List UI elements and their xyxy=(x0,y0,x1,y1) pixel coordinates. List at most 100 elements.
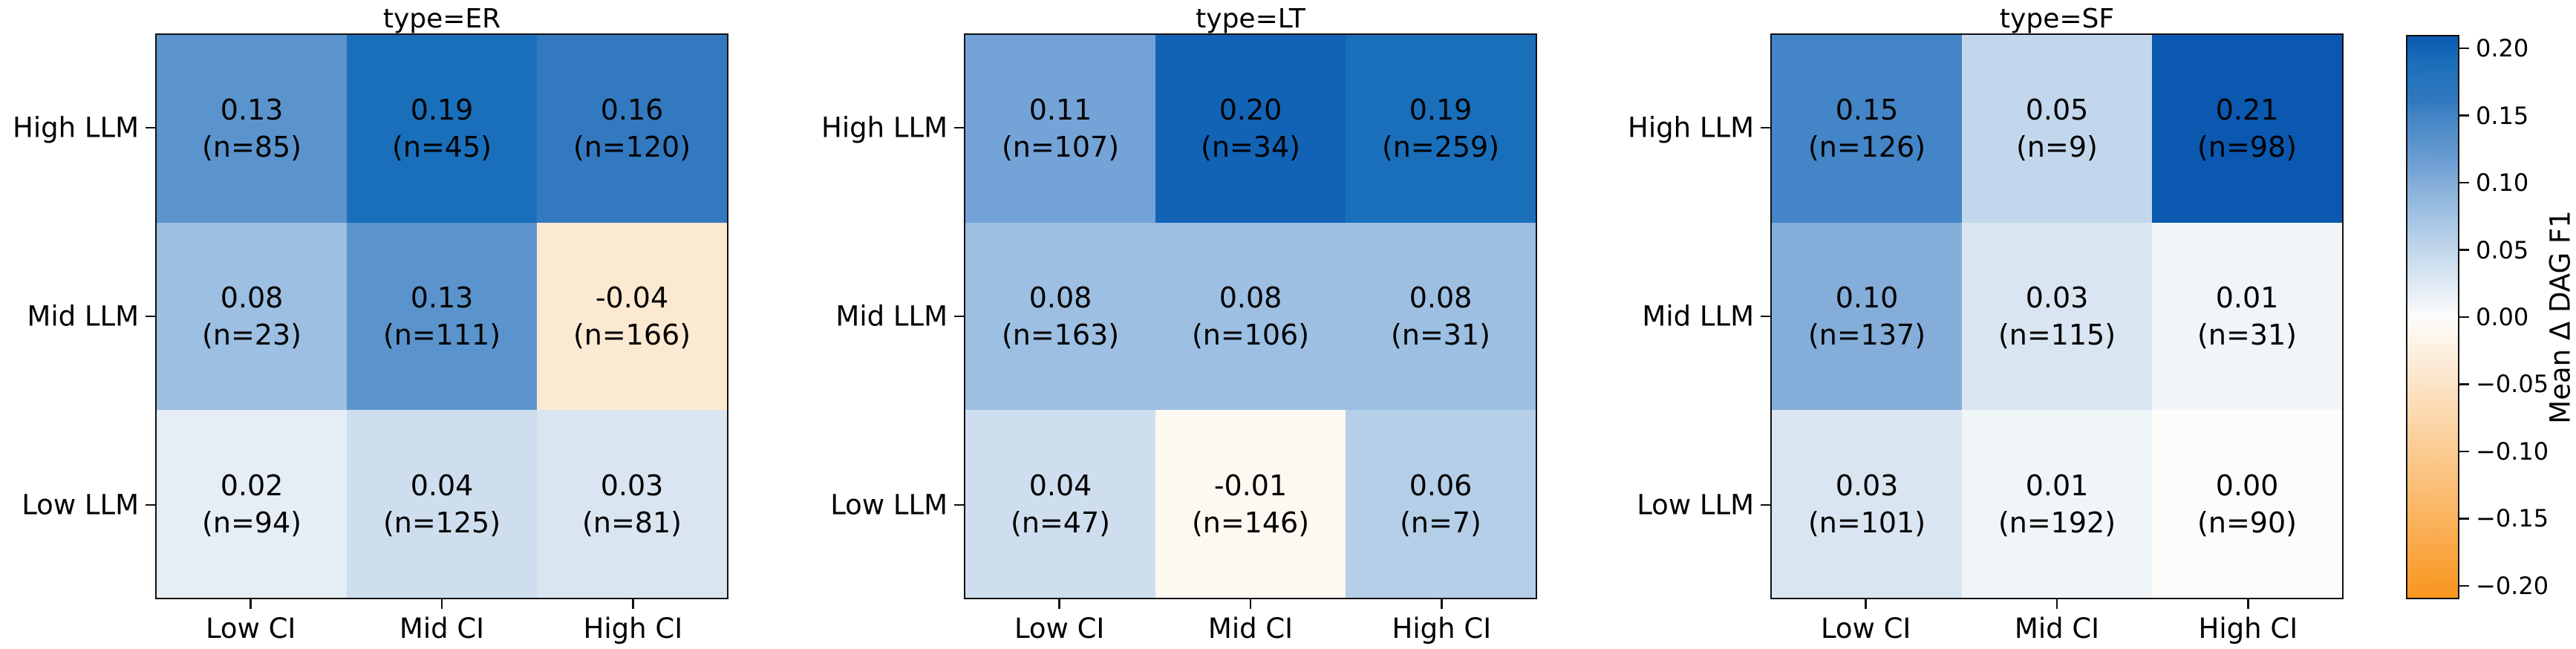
heatmap-cell: 0.08 (n=163) xyxy=(965,222,1155,411)
cell-count: (n=137) xyxy=(1807,318,1926,351)
ytick-mark xyxy=(146,315,155,318)
heatmap-cell: 0.19 (n=45) xyxy=(347,35,537,223)
ytick-mark xyxy=(954,315,964,318)
ytick-label: Low LLM xyxy=(22,489,139,521)
cell-count: (n=115) xyxy=(1998,318,2116,351)
colorbar-tick-mark xyxy=(2459,383,2469,385)
cell-count: (n=7) xyxy=(1400,506,1481,539)
cell-count: (n=107) xyxy=(1001,131,1120,164)
cell-value: 0.03 xyxy=(600,469,664,502)
heatmap-cell: 0.16 (n=120) xyxy=(537,35,727,223)
ytick-label: Low LLM xyxy=(830,489,948,521)
cell-count: (n=47) xyxy=(1011,506,1110,539)
cell-count: (n=125) xyxy=(382,506,501,539)
panel-title-lt: type=LT xyxy=(1196,4,1305,34)
cell-value: 0.08 xyxy=(1409,281,1473,314)
cell-value: 0.06 xyxy=(1409,469,1473,502)
ytick-label: High LLM xyxy=(821,111,948,144)
heatmap-cell: 0.02 (n=94) xyxy=(157,410,347,598)
ytick-mark xyxy=(1761,315,1770,318)
ytick-label: Mid LLM xyxy=(1642,300,1754,333)
heatmap-cell: 0.00 (n=90) xyxy=(2152,410,2342,598)
heatmap-cell: 0.03 (n=81) xyxy=(537,410,727,598)
cell-value: 0.04 xyxy=(410,469,474,502)
cell-count: (n=192) xyxy=(1998,506,2116,539)
xtick-label: Low CI xyxy=(205,613,296,645)
heatmap-cell: 0.13 (n=111) xyxy=(347,222,537,411)
xtick-mark xyxy=(632,599,634,609)
cell-count: (n=120) xyxy=(573,131,691,164)
ytick-label: High LLM xyxy=(1628,111,1754,144)
colorbar-tick-label: 0.15 xyxy=(2476,101,2529,130)
cell-count: (n=166) xyxy=(573,318,691,351)
cell-value: 0.19 xyxy=(1409,94,1473,127)
colorbar-tick-mark xyxy=(2459,181,2469,184)
heatmap-cell: 0.01 (n=31) xyxy=(2152,222,2342,411)
cell-count: (n=101) xyxy=(1807,506,1926,539)
cell-value: 0.11 xyxy=(1028,94,1092,127)
colorbar-axis-label: Mean Δ DAG F1 xyxy=(2544,210,2576,424)
cell-count: (n=31) xyxy=(1391,318,1490,351)
cell-value: 0.20 xyxy=(1219,94,1282,127)
heatmap-cell: 0.13 (n=85) xyxy=(157,35,347,223)
cell-value: 0.16 xyxy=(600,94,664,127)
heatmap-cell: 0.06 (n=7) xyxy=(1346,410,1536,598)
heatmap-cell: -0.04 (n=166) xyxy=(537,222,727,411)
cell-value: 0.01 xyxy=(2025,469,2089,502)
xtick-mark xyxy=(1249,599,1252,609)
cell-count: (n=94) xyxy=(202,506,301,539)
cell-count: (n=9) xyxy=(2016,131,2098,164)
xtick-mark xyxy=(2247,599,2249,609)
colorbar-tick-mark xyxy=(2459,450,2469,453)
xtick-label: High CI xyxy=(1392,613,1492,645)
heatmap-sf: 0.15 (n=126) 0.05 (n=9) 0.21 (n=98) 0.10 (n=137… xyxy=(1770,33,2344,599)
heatmap-cell: 0.03 (n=115) xyxy=(1962,222,2152,411)
ytick-label: Mid LLM xyxy=(835,300,948,333)
cell-value: 0.08 xyxy=(1028,281,1092,314)
cell-count: (n=163) xyxy=(1001,318,1120,351)
cell-count: (n=111) xyxy=(382,318,501,351)
colorbar-tick-label: 0.05 xyxy=(2476,235,2529,264)
cell-count: (n=23) xyxy=(202,318,301,351)
xtick-label: Mid CI xyxy=(399,613,485,645)
cell-count: (n=106) xyxy=(1191,318,1310,351)
cell-count: (n=85) xyxy=(202,131,301,164)
heatmap-cell: 0.20 (n=34) xyxy=(1155,35,1346,223)
xtick-mark xyxy=(1441,599,1443,609)
cell-value: 0.08 xyxy=(220,281,284,314)
cell-value: 0.08 xyxy=(1219,281,1282,314)
colorbar-tick-label: −0.10 xyxy=(2476,437,2549,466)
cell-value: 0.13 xyxy=(410,281,474,314)
xtick-label: Low CI xyxy=(1820,613,1911,645)
xtick-label: High CI xyxy=(583,613,683,645)
cell-count: (n=34) xyxy=(1201,131,1300,164)
xtick-mark xyxy=(2055,599,2058,609)
cell-count: (n=259) xyxy=(1381,131,1500,164)
heatmap-cell: -0.01 (n=146) xyxy=(1155,410,1346,598)
ytick-label: Mid LLM xyxy=(27,300,139,333)
cell-count: (n=98) xyxy=(2197,131,2297,164)
ytick-mark xyxy=(954,126,964,129)
cell-value: 0.01 xyxy=(2215,281,2279,314)
cell-value: -0.04 xyxy=(595,281,669,314)
cell-count: (n=31) xyxy=(2197,318,2297,351)
cell-count: (n=81) xyxy=(582,506,682,539)
heatmap-cell: 0.21 (n=98) xyxy=(2152,35,2342,223)
xtick-label: Mid CI xyxy=(1207,613,1294,645)
xtick-label: Low CI xyxy=(1014,613,1105,645)
xtick-mark xyxy=(1865,599,1867,609)
cell-value: 0.04 xyxy=(1028,469,1092,502)
colorbar-tick-mark xyxy=(2459,114,2469,117)
ytick-mark xyxy=(1761,503,1770,506)
colorbar-tick-label: 0.00 xyxy=(2476,303,2529,331)
cell-value: 0.13 xyxy=(220,94,284,127)
xtick-mark xyxy=(1058,599,1060,609)
ytick-label: High LLM xyxy=(13,111,139,144)
ytick-mark xyxy=(1761,126,1770,129)
panel-title-er: type=ER xyxy=(382,4,501,34)
heatmap-cell: 0.11 (n=107) xyxy=(965,35,1155,223)
cell-value: 0.21 xyxy=(2215,94,2279,127)
cell-value: 0.10 xyxy=(1835,281,1899,314)
heatmap-cell: 0.05 (n=9) xyxy=(1962,35,2152,223)
cell-count: (n=126) xyxy=(1807,131,1926,164)
